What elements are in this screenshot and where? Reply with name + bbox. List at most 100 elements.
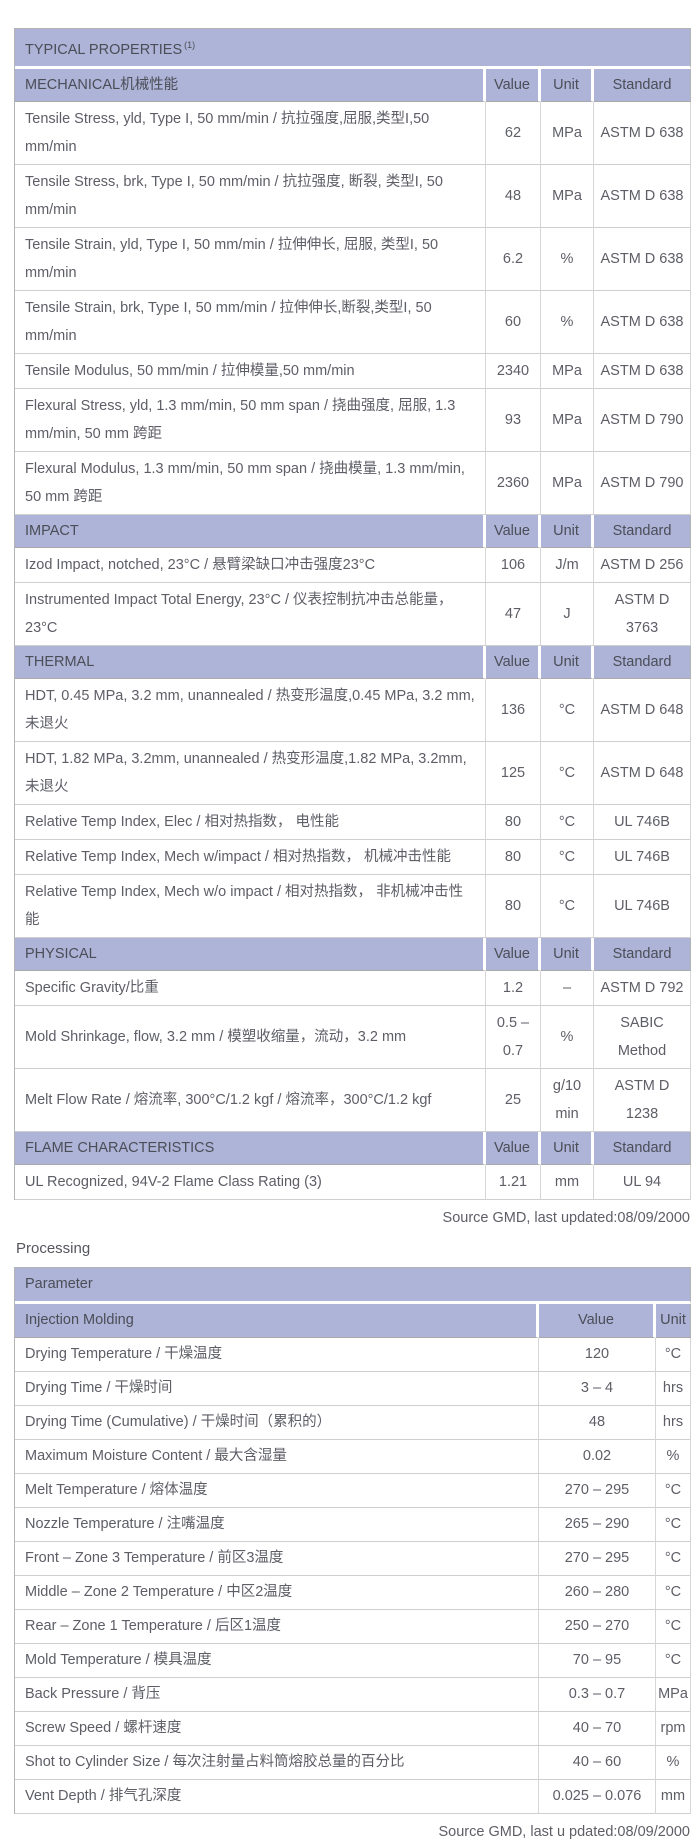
table-row: Relative Temp Index, Mech w/o impact / 相… — [15, 874, 692, 938]
section-header-row: FLAME CHARACTERISTICS Value Unit Standard — [15, 1131, 692, 1165]
table-row: Instrumented Impact Total Energy, 23°C /… — [15, 582, 692, 646]
value-cell: 48 — [486, 164, 541, 228]
property-cell: Tensile Stress, brk, Type I, 50 mm/min /… — [15, 164, 486, 228]
unit-cell: MPa — [541, 451, 594, 515]
value-cell: 25 — [486, 1068, 541, 1132]
column-header-standard: Standard — [594, 1131, 692, 1165]
property-cell: HDT, 0.45 MPa, 3.2 mm, unannealed / 热变形温… — [15, 678, 486, 742]
parameter-header-cell: Parameter — [15, 1267, 692, 1304]
property-cell: Instrumented Impact Total Energy, 23°C /… — [15, 582, 486, 646]
unit-cell: – — [541, 970, 594, 1006]
standard-cell: ASTM D 3763 — [594, 582, 692, 646]
property-cell: Relative Temp Index, Elec / 相对热指数， 电性能 — [15, 804, 486, 840]
standard-cell: SABIC Method — [594, 1005, 692, 1069]
group-header-cell: Injection Molding — [15, 1303, 539, 1338]
table-row: Specific Gravity/比重 1.2– ASTM D 792 — [15, 970, 692, 1006]
property-cell: Relative Temp Index, Mech w/impact / 相对热… — [15, 839, 486, 875]
unit-cell: MPa — [541, 164, 594, 228]
property-cell: HDT, 1.82 MPa, 3.2mm, unannealed / 热变形温度… — [15, 741, 486, 805]
property-cell: Mold Shrinkage, flow, 3.2 mm / 模塑收缩量，流动，… — [15, 1005, 486, 1069]
standard-cell: UL 746B — [594, 839, 692, 875]
unit-cell: g/10 min — [541, 1068, 594, 1132]
column-header-value: Value — [486, 937, 541, 971]
table-row: UL Recognized, 94V-2 Flame Class Rating … — [15, 1164, 692, 1200]
table-row: Rear – Zone 1 Temperature / 后区1温度 250 – 2… — [15, 1609, 692, 1644]
section-header-row: IMPACT Value Unit Standard — [15, 514, 692, 548]
unit-cell: mm — [656, 1779, 692, 1814]
parameter-cell: Back Pressure / 背压 — [15, 1677, 539, 1712]
section-name-cell: FLAME CHARACTERISTICS — [15, 1131, 486, 1165]
parameter-cell: Melt Temperature / 熔体温度 — [15, 1473, 539, 1508]
parameter-cell: Maximum Moisture Content / 最大含湿量 — [15, 1439, 539, 1474]
value-cell: 2340 — [486, 353, 541, 389]
section-header-row: MECHANICAL机械性能 Value Unit Standard — [15, 68, 692, 102]
table-row: Back Pressure / 背压 0.3 – 0.7 MPa — [15, 1677, 692, 1712]
value-cell: 70 – 95 — [539, 1643, 656, 1678]
parameter-cell: Middle – Zone 2 Temperature / 中区2温度 — [15, 1575, 539, 1610]
parameter-cell: Nozzle Temperature / 注嘴温度 — [15, 1507, 539, 1542]
table-row: Relative Temp Index, Mech w/impact / 相对热… — [15, 839, 692, 875]
parameter-cell: Screw Speed / 螺杆速度 — [15, 1711, 539, 1746]
section-header-row: PHYSICAL Value Unit Standard — [15, 937, 692, 971]
table-row: Maximum Moisture Content / 最大含湿量 0.02% — [15, 1439, 692, 1474]
section-name-cell: THERMAL — [15, 645, 486, 679]
table-title-superscript: (1) — [184, 40, 196, 50]
unit-cell: hrs — [656, 1371, 692, 1406]
table-row: Drying Time / 干燥时间 3 – 4 hrs — [15, 1371, 692, 1406]
value-cell: 1.2 — [486, 970, 541, 1006]
standard-cell: ASTM D 638 — [594, 101, 692, 165]
unit-cell: MPa — [656, 1677, 692, 1712]
table-row: Tensile Stress, yld, Type I, 50 mm/min /… — [15, 101, 692, 165]
value-cell: 40 – 70 — [539, 1711, 656, 1746]
source-note-typical: Source GMD, last updated:08/09/2000 — [442, 1209, 690, 1226]
property-cell: Tensile Strain, yld, Type I, 50 mm/min /… — [15, 227, 486, 291]
column-header-value: Value — [486, 1131, 541, 1165]
standard-cell: ASTM D 648 — [594, 741, 692, 805]
unit-cell: °C — [541, 678, 594, 742]
unit-cell: °C — [656, 1575, 692, 1610]
column-header-value: Value — [486, 645, 541, 679]
standard-cell: UL 94 — [594, 1164, 692, 1200]
property-cell: Tensile Stress, yld, Type I, 50 mm/min /… — [15, 101, 486, 165]
value-cell: 260 – 280 — [539, 1575, 656, 1610]
value-cell: 40 – 60 — [539, 1745, 656, 1780]
column-header-unit: Unit — [541, 68, 594, 102]
standard-cell: ASTM D 790 — [594, 451, 692, 515]
value-cell: 0.025 – 0.076 — [539, 1779, 656, 1814]
property-cell: Flexural Stress, yld, 1.3 mm/min, 50 mm … — [15, 388, 486, 452]
standard-cell: ASTM D 648 — [594, 678, 692, 742]
section-header-row: THERMAL Value Unit Standard — [15, 645, 692, 679]
value-cell: 62 — [486, 101, 541, 165]
unit-cell: J — [541, 582, 594, 646]
value-cell: 120 — [539, 1337, 656, 1372]
value-cell: 6.2 — [486, 227, 541, 291]
value-cell: 80 — [486, 839, 541, 875]
value-cell: 270 – 295 — [539, 1541, 656, 1576]
property-cell: Melt Flow Rate / 熔流率, 300°C/1.2 kgf / 熔流… — [15, 1068, 486, 1132]
section-name-cell: IMPACT — [15, 514, 486, 548]
table-row: Mold Shrinkage, flow, 3.2 mm / 模塑收缩量，流动，… — [15, 1005, 692, 1069]
standard-cell: ASTM D 790 — [594, 388, 692, 452]
property-cell: Tensile Modulus, 50 mm/min / 拉伸模量,50 mm/… — [15, 353, 486, 389]
unit-cell: °C — [541, 874, 594, 938]
unit-cell: MPa — [541, 101, 594, 165]
column-header-standard: Standard — [594, 68, 692, 102]
standard-cell: UL 746B — [594, 804, 692, 840]
property-cell: Flexural Modulus, 1.3 mm/min, 50 mm span… — [15, 451, 486, 515]
parameter-cell: Drying Time (Cumulative) / 干燥时间（累积的） — [15, 1405, 539, 1440]
standard-cell: ASTM D 638 — [594, 353, 692, 389]
table-row: Tensile Strain, brk, Type I, 50 mm/min /… — [15, 290, 692, 354]
column-header-unit: Unit — [541, 1131, 594, 1165]
table-row: Shot to Cylinder Size / 每次注射量占料筒熔胶总量的百分比… — [15, 1745, 692, 1780]
column-header-standard: Standard — [594, 937, 692, 971]
table-row: Relative Temp Index, Elec / 相对热指数， 电性能 80… — [15, 804, 692, 840]
unit-cell: mm — [541, 1164, 594, 1200]
table-row: Tensile Stress, brk, Type I, 50 mm/min /… — [15, 164, 692, 228]
typical-properties-table: TYPICAL PROPERTIES (1) MECHANICAL机械性能 Value… — [14, 28, 692, 1200]
value-cell: 0.02 — [539, 1439, 656, 1474]
value-cell: 136 — [486, 678, 541, 742]
parameter-header-row: Parameter — [15, 1267, 692, 1304]
unit-cell: °C — [541, 839, 594, 875]
unit-cell: % — [656, 1439, 692, 1474]
